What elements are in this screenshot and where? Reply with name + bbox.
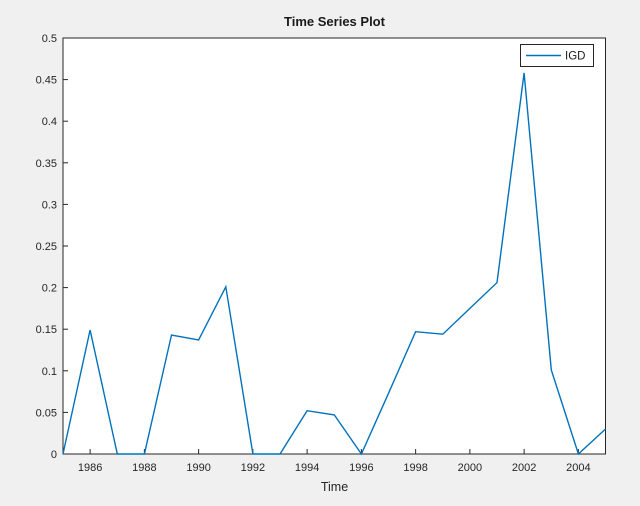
x-tick-label: 1990 bbox=[186, 462, 210, 474]
y-tick-label: 0.45 bbox=[36, 75, 57, 87]
x-tick-label: 1994 bbox=[295, 462, 319, 474]
x-tick-label: 2004 bbox=[566, 462, 590, 474]
y-tick-label: 0.15 bbox=[36, 324, 57, 336]
x-tick-label: 2000 bbox=[458, 462, 482, 474]
x-tick-label: 1996 bbox=[349, 462, 373, 474]
y-tick-label: 0.05 bbox=[36, 407, 57, 419]
x-tick-label: 1988 bbox=[132, 462, 156, 474]
igd-series-line bbox=[62, 72, 606, 456]
y-tick-label: 0.5 bbox=[42, 33, 57, 45]
y-tick-label: 0.2 bbox=[42, 283, 57, 295]
legend[interactable]: IGD bbox=[520, 44, 594, 67]
plot-area bbox=[63, 38, 606, 454]
legend-label: IGD bbox=[565, 51, 585, 63]
y-tick-label: 0.4 bbox=[42, 116, 57, 128]
y-tick-label: 0.1 bbox=[42, 366, 57, 378]
x-tick-label: 1992 bbox=[241, 462, 265, 474]
chart-title: Time Series Plot bbox=[284, 14, 385, 29]
y-tick-label: 0.3 bbox=[42, 199, 57, 211]
axes-box bbox=[62, 37, 606, 455]
y-tick-label: 0 bbox=[51, 449, 57, 461]
x-axis-label: Time bbox=[320, 480, 349, 494]
x-tick-label: 1998 bbox=[403, 462, 427, 474]
y-tick-label: 0.35 bbox=[36, 158, 57, 170]
x-tick-label: 1986 bbox=[78, 462, 102, 474]
x-tick-label: 2002 bbox=[512, 462, 536, 474]
y-tick-label: 0.25 bbox=[36, 241, 57, 253]
